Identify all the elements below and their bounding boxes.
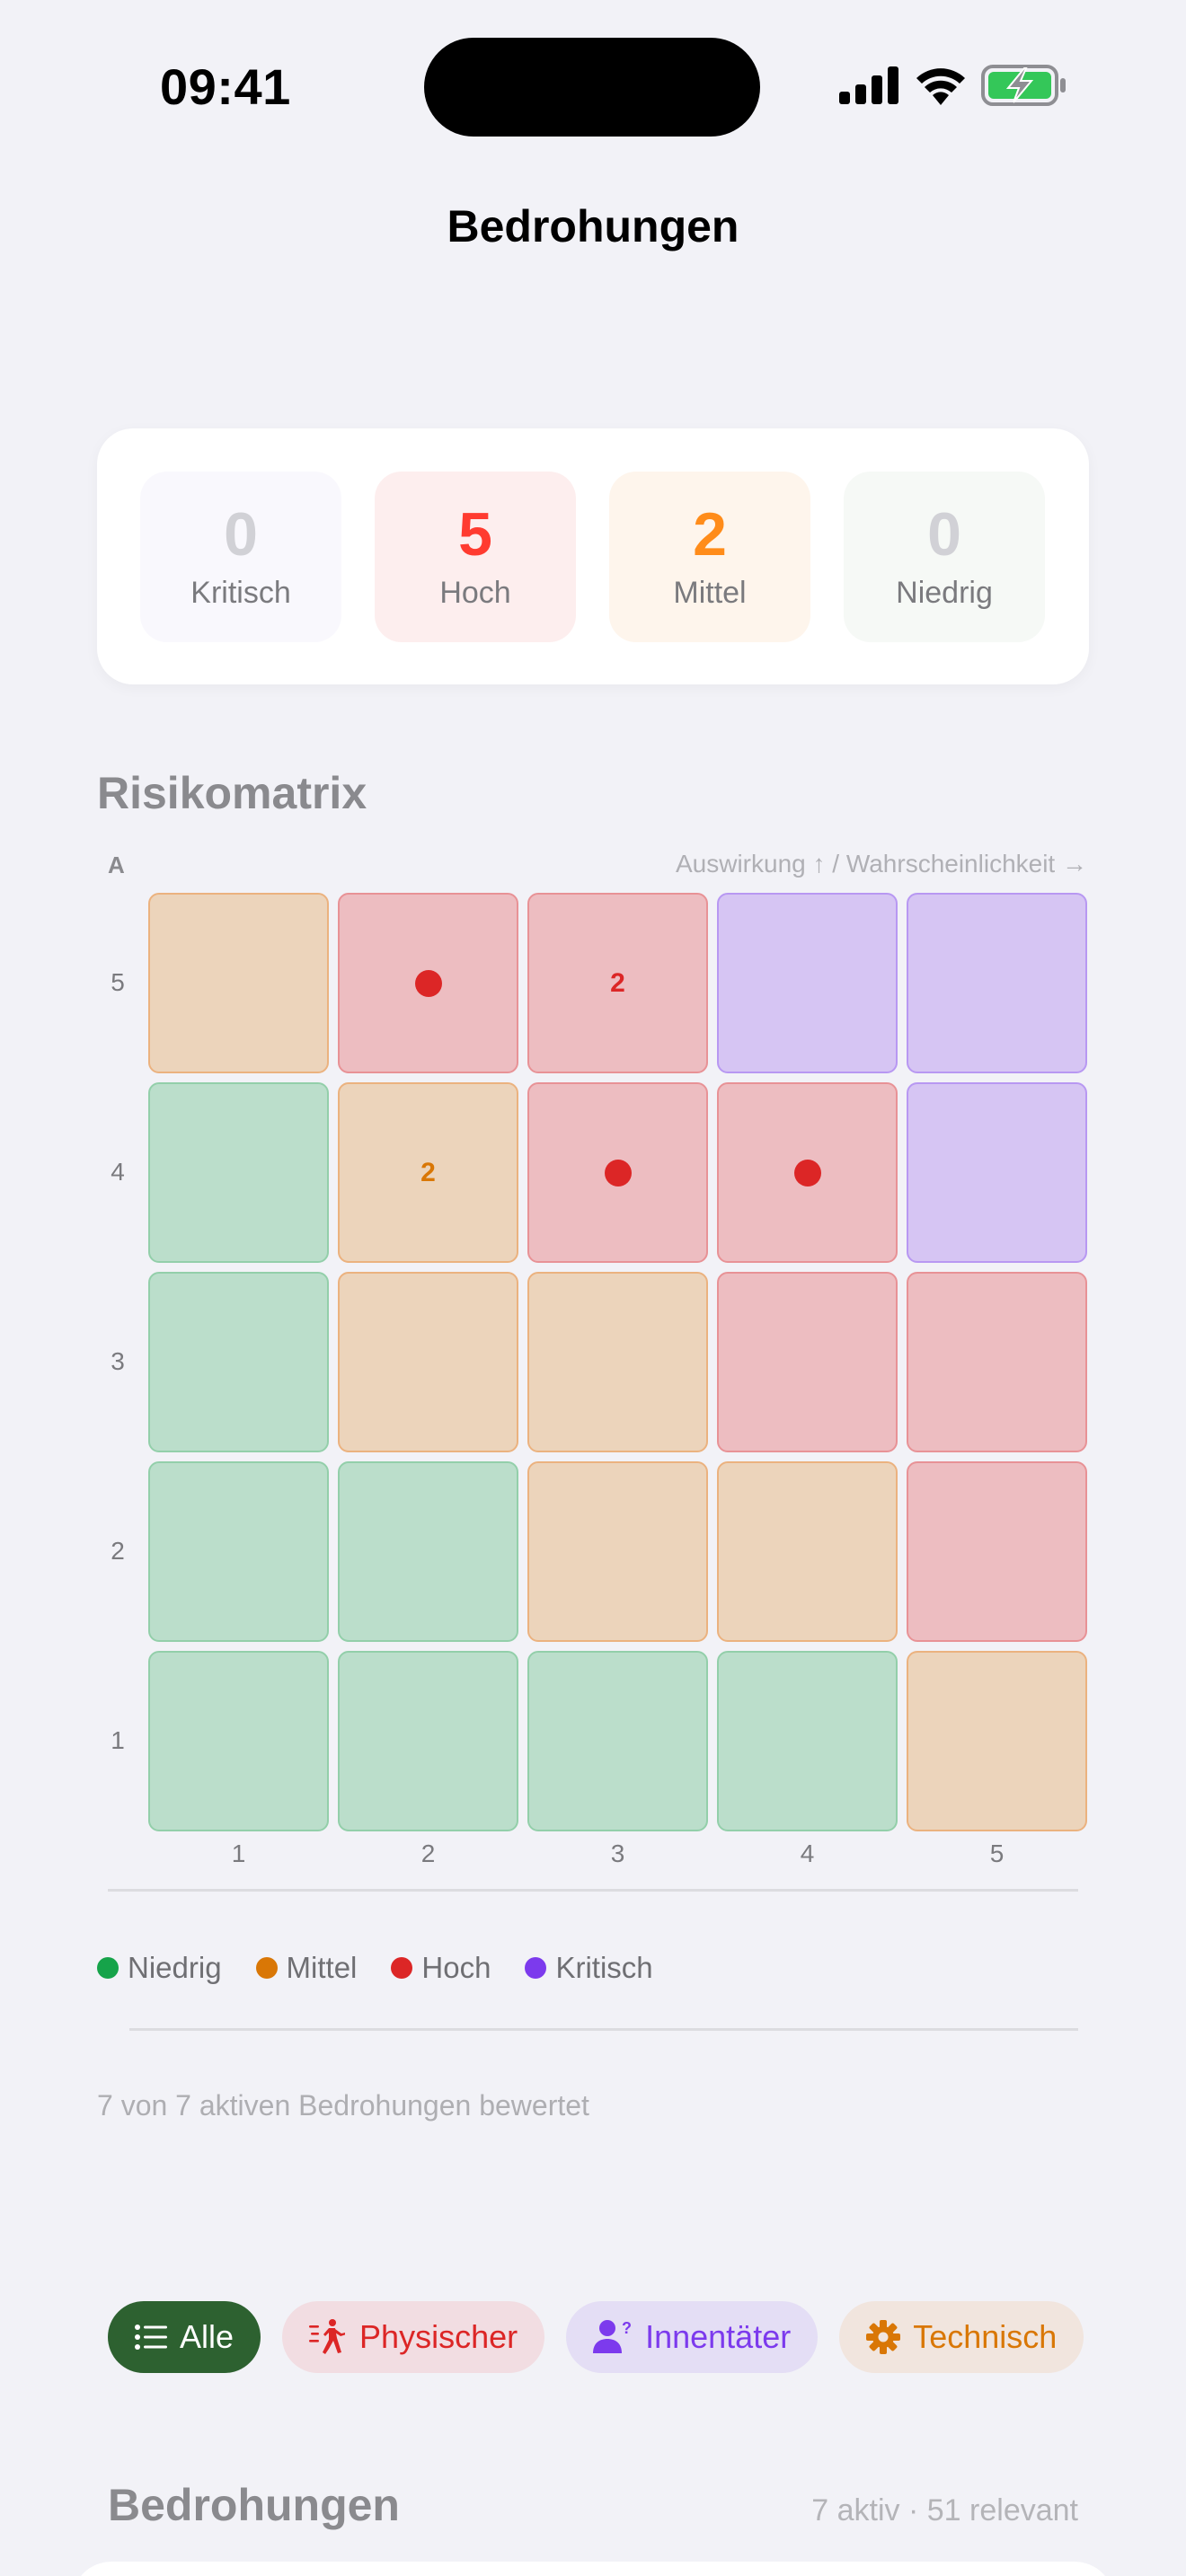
matrix-cell-1-3[interactable] <box>527 1651 708 1831</box>
legend: Niedrig Mittel Hoch Kritisch <box>97 1951 653 1985</box>
summary-tile-kritisch[interactable]: 0 Kritisch <box>140 472 341 642</box>
filter-chip-technisch[interactable]: Technisch <box>839 2301 1084 2373</box>
summary-count: 5 <box>458 500 492 569</box>
axis-hint: Auswirkung ↑ / Wahrscheinlichkeit → <box>675 850 1087 878</box>
legend-dot-icon <box>97 1957 119 1979</box>
summary-label: Mittel <box>673 576 747 610</box>
summary-count: 0 <box>927 500 961 569</box>
column-label: 4 <box>800 1839 815 1867</box>
summary-count: 0 <box>224 500 258 569</box>
matrix-cell-2-3[interactable] <box>527 1461 708 1642</box>
status-time: 09:41 <box>160 58 291 115</box>
running-person-icon <box>309 2319 346 2354</box>
summary-tile-mittel[interactable]: 2 Mittel <box>609 472 810 642</box>
legend-label: Mittel <box>286 1951 358 1984</box>
matrix-cell-1-4[interactable] <box>717 1651 898 1831</box>
severity-summary-card: 0 Kritisch 5 Hoch 2 Mittel 0 Niedrig <box>97 428 1089 684</box>
threat-list-header: Bedrohungen 7 aktiv · 51 relevant <box>108 2479 1078 2531</box>
matrix-cell-4-3[interactable] <box>527 1082 708 1263</box>
chip-label: Technisch <box>913 2318 1058 2355</box>
matrix-cell-4-5[interactable] <box>907 1082 1087 1263</box>
assessment-summary: 7 von 7 aktiven Bedrohungen bewertet <box>97 2089 589 2122</box>
summary-tile-niedrig[interactable]: 0 Niedrig <box>844 472 1045 642</box>
summary-tile-hoch[interactable]: 5 Hoch <box>375 472 576 642</box>
legend-dot-icon <box>255 1957 278 1979</box>
chip-label: Alle <box>180 2318 235 2355</box>
threat-list-meta: 7 aktiv · 51 relevant <box>811 2493 1078 2527</box>
summary-count: 2 <box>693 500 727 569</box>
matrix-cell-2-5[interactable] <box>907 1461 1087 1642</box>
svg-text:?: ? <box>622 2319 632 2337</box>
matrix-cell-1-2[interactable] <box>338 1651 518 1831</box>
y-axis-label: A <box>108 851 125 878</box>
person-question-icon: ? <box>593 2319 632 2353</box>
matrix-cell-5-1[interactable] <box>148 893 329 1073</box>
matrix-cell-3-1[interactable] <box>148 1272 329 1452</box>
legend-item-kritisch: Kritisch <box>525 1951 653 1985</box>
matrix-cell-4-2[interactable]: 2 <box>338 1082 518 1263</box>
risk-matrix-title: Risikomatrix <box>97 768 367 818</box>
column-label: 1 <box>231 1839 246 1867</box>
matrix-cell-1-5[interactable] <box>907 1651 1087 1831</box>
threat-count: 2 <box>420 1157 436 1187</box>
row-label: 1 <box>111 1726 125 1754</box>
threat-dot <box>604 1159 632 1187</box>
legend-label: Hoch <box>421 1951 491 1984</box>
matrix-cell-2-2[interactable] <box>338 1461 518 1642</box>
matrix-cell-3-5[interactable] <box>907 1272 1087 1452</box>
matrix-cell-2-4[interactable] <box>717 1461 898 1642</box>
threat-dot <box>414 969 442 997</box>
threat-dot <box>793 1159 821 1187</box>
legend-item-niedrig: Niedrig <box>97 1951 222 1985</box>
matrix-cell-4-1[interactable] <box>148 1082 329 1263</box>
legend-dot-icon <box>391 1957 413 1979</box>
matrix-cell-5-5[interactable] <box>907 893 1087 1073</box>
matrix-cell-2-1[interactable] <box>148 1461 329 1642</box>
chip-label: Innentäter <box>645 2318 792 2355</box>
legend-item-mittel: Mittel <box>255 1951 358 1985</box>
wifi-icon <box>916 68 965 105</box>
threat-count: 2 <box>610 967 625 998</box>
column-label: 5 <box>989 1839 1005 1867</box>
row-label: 4 <box>111 1158 125 1186</box>
list-icon <box>135 2325 167 2350</box>
legend-label: Niedrig <box>128 1951 222 1984</box>
matrix-cell-3-4[interactable] <box>717 1272 898 1452</box>
filter-chip-innentaeter[interactable]: ? Innentäter <box>566 2301 819 2373</box>
category-filter-chips: Alle Physischer ? Innentäter <box>108 2301 1089 2373</box>
matrix-cell-4-4[interactable] <box>717 1082 898 1263</box>
matrix-cell-5-2[interactable] <box>338 893 518 1073</box>
divider <box>129 2028 1078 2031</box>
legend-label: Kritisch <box>555 1951 653 1984</box>
chip-label: Physischer <box>359 2318 518 2355</box>
legend-item-hoch: Hoch <box>391 1951 491 1985</box>
threat-list-card <box>72 2562 1114 2576</box>
summary-label: Niedrig <box>896 576 993 610</box>
matrix-cell-3-3[interactable] <box>527 1272 708 1452</box>
filter-chip-alle[interactable]: Alle <box>108 2301 261 2373</box>
threat-list-title: Bedrohungen <box>108 2480 400 2530</box>
matrix-cell-5-3[interactable]: 2 <box>527 893 708 1073</box>
row-label: 3 <box>111 1347 125 1375</box>
summary-label: Hoch <box>439 576 511 610</box>
row-label: 2 <box>111 1537 125 1565</box>
cellular-signal-icon <box>839 66 898 104</box>
row-label: 5 <box>111 968 125 996</box>
column-label: 2 <box>420 1839 436 1867</box>
divider <box>108 1889 1078 1892</box>
summary-label: Kritisch <box>190 576 291 610</box>
column-label: 3 <box>610 1839 625 1867</box>
legend-dot-icon <box>525 1957 547 1979</box>
dynamic-island <box>424 38 760 137</box>
status-icons <box>839 65 1067 106</box>
matrix-cell-3-2[interactable] <box>338 1272 518 1452</box>
battery-charging-icon <box>981 65 1066 106</box>
filter-chip-physischer[interactable]: Physischer <box>282 2301 545 2373</box>
matrix-cell-1-1[interactable] <box>148 1651 329 1831</box>
gear-icon <box>866 2320 901 2354</box>
matrix-cell-5-4[interactable] <box>717 893 898 1073</box>
page-title: Bedrohungen <box>447 201 739 251</box>
